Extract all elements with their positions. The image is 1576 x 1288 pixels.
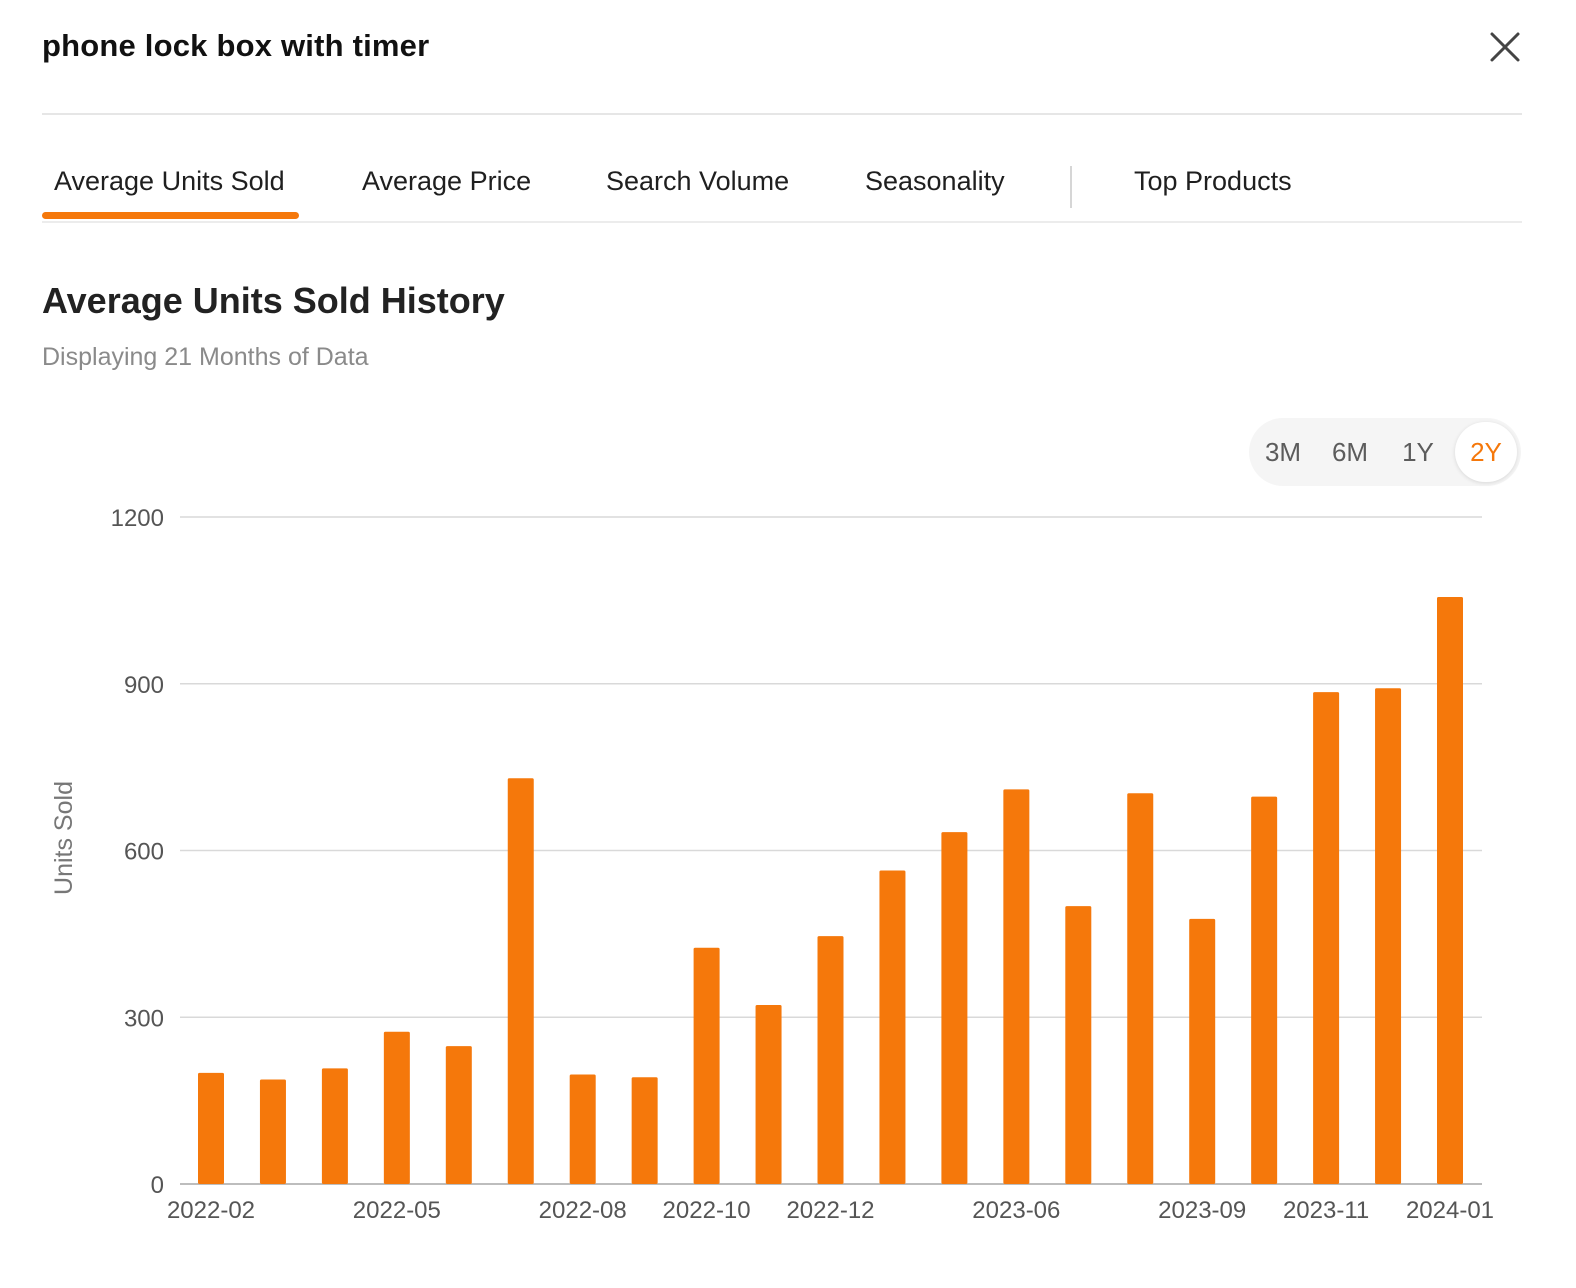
bar[interactable] <box>1065 906 1092 1184</box>
bar[interactable] <box>321 1068 348 1184</box>
header-divider <box>42 113 1522 115</box>
tab-seasonality[interactable]: Seasonality <box>865 166 1005 196</box>
bar[interactable] <box>507 778 534 1184</box>
x-tick-label: 2022-02 <box>167 1197 255 1224</box>
section-subtitle: Displaying 21 Months of Data <box>42 343 369 371</box>
y-axis-label: Units Sold <box>50 781 78 895</box>
chart-bars <box>198 597 1463 1184</box>
tabs-divider <box>42 221 1522 223</box>
x-tick-label: 2022-05 <box>353 1197 441 1224</box>
bar[interactable] <box>259 1079 286 1184</box>
x-tick-label: 2023-06 <box>972 1197 1060 1224</box>
tab-bar: Average Units Sold Average Price Search … <box>42 150 1522 222</box>
y-tick-label: 900 <box>124 672 164 699</box>
range-1y-button[interactable]: 1Y <box>1402 437 1434 467</box>
range-2y-button[interactable]: 2Y <box>1455 422 1517 482</box>
bar[interactable] <box>1437 597 1463 1184</box>
section-title: Average Units Sold History <box>42 280 505 321</box>
x-tick-label: 2023-09 <box>1158 1197 1246 1224</box>
x-tick-label: 2024-01 <box>1406 1197 1494 1224</box>
bar[interactable] <box>383 1031 410 1184</box>
x-tick-label: 2023-11 <box>1283 1197 1369 1224</box>
bar[interactable] <box>1313 692 1340 1184</box>
dialog-title: phone lock box with timer <box>42 28 430 63</box>
bar[interactable] <box>1127 793 1154 1184</box>
bar[interactable] <box>445 1046 472 1184</box>
bar[interactable] <box>693 947 720 1184</box>
time-range-selector: 3M 6M 1Y 2Y <box>1249 418 1521 486</box>
active-tab-indicator <box>42 212 299 219</box>
y-tick-label: 300 <box>124 1005 164 1032</box>
range-3m-button[interactable]: 3M <box>1264 437 1302 467</box>
tab-average-price[interactable]: Average Price <box>362 166 532 196</box>
y-tick-label: 0 <box>151 1172 164 1199</box>
bar[interactable] <box>817 936 844 1184</box>
x-axis-ticks: 2022-02 2022-05 2022-08 2022-10 2022-12 2023-… <box>167 1197 1494 1224</box>
tab-search-volume[interactable]: Search Volume <box>606 166 790 196</box>
close-icon[interactable] <box>1486 28 1524 66</box>
bar[interactable] <box>755 1005 782 1184</box>
tab-separator <box>1070 166 1072 208</box>
bar[interactable] <box>569 1074 596 1184</box>
x-tick-label: 2022-10 <box>663 1197 751 1224</box>
bar[interactable] <box>631 1077 658 1184</box>
bar[interactable] <box>1375 688 1402 1184</box>
bar[interactable] <box>1003 789 1030 1184</box>
x-tick-label: 2022-08 <box>539 1197 627 1224</box>
tab-average-units-sold[interactable]: Average Units Sold <box>54 166 285 196</box>
y-axis-ticks: 0 300 600 900 1200 <box>111 505 164 1199</box>
tab-top-products[interactable]: Top Products <box>1134 166 1292 196</box>
range-6m-button[interactable]: 6M <box>1331 437 1369 467</box>
y-tick-label: 600 <box>124 839 164 866</box>
bar[interactable] <box>879 870 906 1184</box>
bar[interactable] <box>1189 918 1216 1184</box>
bar[interactable] <box>198 1072 224 1184</box>
bar[interactable] <box>941 832 968 1184</box>
bar[interactable] <box>1251 796 1278 1184</box>
x-tick-label: 2022-12 <box>786 1197 874 1224</box>
y-tick-label: 1200 <box>111 505 164 532</box>
